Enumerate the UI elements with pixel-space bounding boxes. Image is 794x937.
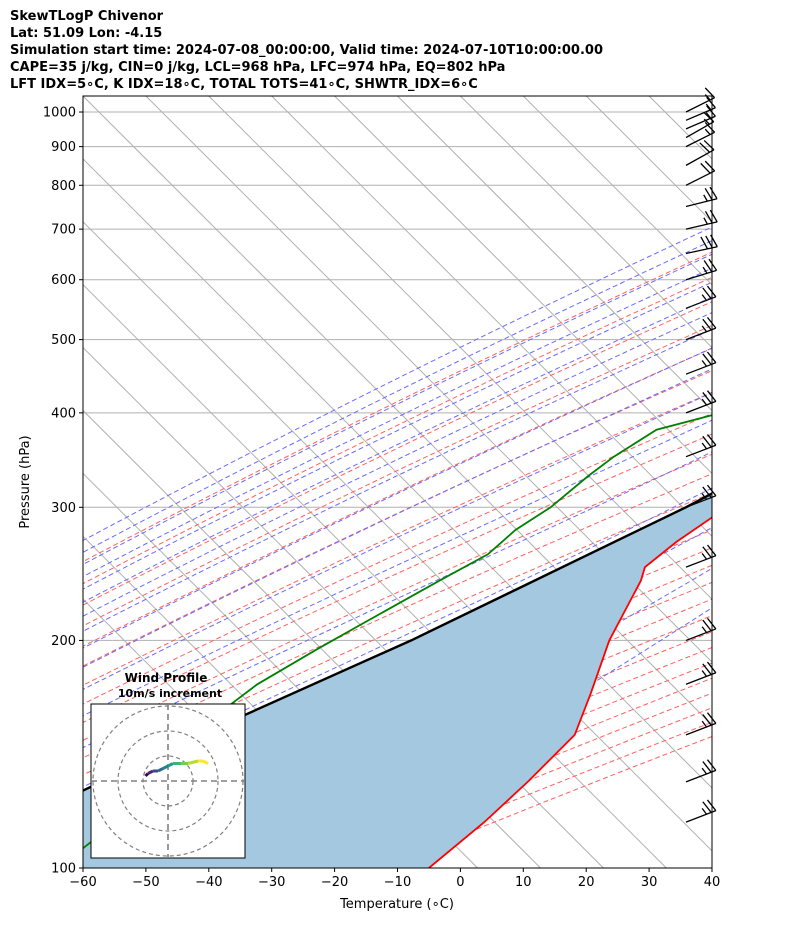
- y-tick-label: 800: [51, 179, 76, 194]
- wind-barb: [685, 209, 718, 230]
- x-tick-label: −20: [321, 875, 348, 890]
- y-tick-label: 1000: [43, 106, 76, 121]
- y-tick-label: 300: [51, 501, 76, 516]
- wind-barb: [685, 661, 717, 685]
- hodograph-segment: [202, 759, 209, 765]
- isotherm: [522, 96, 712, 286]
- y-tick-label: 500: [51, 333, 76, 348]
- x-tick-label: 30: [641, 875, 658, 890]
- y-tick-label: 400: [51, 406, 76, 421]
- dry-adiabat: [83, 301, 712, 606]
- wind-barb: [685, 544, 717, 568]
- isotherm: [711, 96, 712, 97]
- wind-barb: [685, 234, 718, 255]
- x-tick-label: −30: [258, 875, 285, 890]
- hodograph-subtitle: 10m/s increment: [118, 687, 222, 700]
- moist-adiabat: [83, 451, 712, 749]
- isotherm: [145, 96, 712, 663]
- wind-barb: [685, 258, 718, 281]
- time-line: Simulation start time: 2024-07-08_00:00:…: [10, 43, 603, 58]
- y-tick-label: 700: [51, 223, 76, 238]
- x-tick-label: 10: [515, 875, 532, 890]
- wind-barb: [685, 434, 717, 458]
- isotherm: [460, 96, 712, 349]
- moist-adiabat: [83, 281, 712, 590]
- isotherm: [208, 96, 712, 600]
- hodograph-segment: [167, 762, 174, 768]
- axes: −60 −50 −40 −30 −20 −10 0 10 20 30 40 1000 900 800 700…: [43, 106, 720, 890]
- x-tick-label: 20: [578, 875, 595, 890]
- moist-adiabat: [83, 328, 712, 632]
- x-tick-label: −10: [384, 875, 411, 890]
- wind-barb: [685, 351, 717, 375]
- moist-adiabat: [83, 392, 712, 690]
- hodograph-segment: [162, 764, 169, 770]
- y-tick-label: 600: [51, 273, 76, 288]
- dry-adiabat: [283, 692, 712, 868]
- wind-barbs: [685, 87, 718, 823]
- wind-barb: [685, 160, 716, 186]
- dry-adiabat: [83, 324, 712, 627]
- index-line: LFT IDX=5∘C, K IDX=18∘C, TOTAL TOTS=41∘C…: [10, 77, 478, 92]
- x-tick-label: −40: [195, 875, 222, 890]
- wind-barb: [685, 87, 716, 113]
- y-axis-label: Pressure (hPa): [18, 435, 33, 528]
- isotherm: [83, 221, 712, 852]
- dry-adiabat: [381, 735, 712, 868]
- x-tick-label: 0: [456, 875, 464, 890]
- isotherm: [271, 96, 712, 538]
- x-tick-label: −60: [69, 875, 96, 890]
- dry-adiabat: [83, 347, 712, 647]
- hodograph-inset: Wind Profile 10m/s increment: [90, 671, 246, 859]
- temperature-line: [428, 516, 712, 868]
- dry-adiabat: [316, 707, 712, 868]
- hodograph-title: Wind Profile: [125, 671, 208, 685]
- y-tick-label: 100: [51, 862, 76, 877]
- moist-adiabat: [83, 267, 712, 578]
- wind-barb: [685, 96, 716, 121]
- isotherm: [83, 96, 712, 726]
- moist-adiabat: [83, 240, 712, 553]
- cape-line: CAPE=35 j/kg, CIN=0 j/kg, LCL=968 hPa, L…: [10, 60, 506, 75]
- x-axis-label: Temperature (∘C): [339, 897, 454, 912]
- x-tick-label: 40: [704, 875, 721, 890]
- wind-barb: [685, 617, 717, 642]
- wind-barb: [685, 799, 717, 823]
- series-layer: [83, 414, 712, 868]
- moist-adiabat: [83, 347, 712, 649]
- wind-barb: [685, 122, 716, 148]
- moist-adiabat: [83, 226, 712, 542]
- dry-adiabat: [83, 453, 712, 741]
- hodograph-segment: [157, 767, 164, 773]
- moist-adiabat: [83, 487, 712, 788]
- wind-barb: [685, 759, 717, 783]
- chart-title: SkewTLogP Chivenor: [10, 9, 164, 24]
- parcel-line: [83, 492, 712, 792]
- hodograph-segment: [144, 772, 150, 778]
- isotherm: [83, 158, 712, 789]
- hodograph-segment: [187, 759, 199, 765]
- hodograph-ring: [117, 730, 219, 832]
- moist-adiabat: [83, 368, 712, 668]
- isotherm: [397, 96, 712, 412]
- dry-adiabat: [83, 276, 712, 585]
- hodograph-segment: [147, 769, 154, 775]
- y-tick-label: 900: [51, 140, 76, 155]
- x-tick-label: −50: [132, 875, 159, 890]
- isotherm: [585, 96, 712, 223]
- dewpoint-line: [83, 414, 712, 850]
- y-tick-label: 200: [51, 634, 76, 649]
- moist-adiabat: [83, 312, 712, 617]
- location-line: Lat: 51.09 Lon: -4.15: [10, 26, 163, 41]
- dry-adiabat: [83, 251, 712, 563]
- isotherm: [334, 96, 712, 475]
